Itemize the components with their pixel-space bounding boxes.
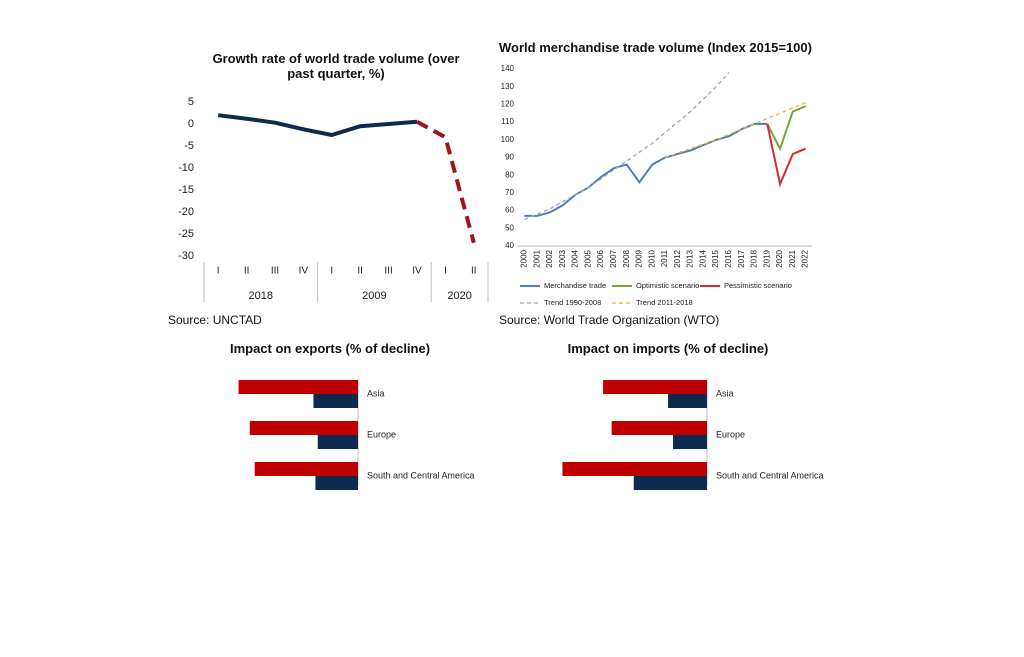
x-tick-label: II: [471, 266, 477, 277]
category-label: Europe: [367, 429, 396, 439]
x-tick-label: 2002: [545, 249, 554, 267]
y-tick-label: 40: [505, 241, 514, 250]
x-tick-label: 2013: [686, 249, 695, 267]
legend-label: Merchandise trade: [544, 281, 606, 290]
x-tick-label: IV: [299, 266, 309, 277]
legend-label: Optimistic scenario: [636, 281, 699, 290]
source: Source: UNCTAD: [168, 313, 262, 327]
x-tick-label: 2021: [788, 249, 797, 267]
bar: [254, 462, 358, 476]
chart-title: World merchandise trade volume (Index 20…: [499, 40, 812, 55]
y-tick-label: -15: [178, 184, 194, 196]
line: [524, 72, 730, 221]
y-tick-label: 60: [505, 206, 514, 215]
x-tick-label: I: [444, 266, 447, 277]
category-label: South and Central America: [367, 470, 475, 480]
bar: [313, 394, 358, 408]
x-tick-label: 2014: [698, 249, 707, 267]
x-tick-label: 2019: [762, 249, 771, 267]
group-label: 2009: [362, 290, 386, 302]
chart-title: Impact on exports (% of decline): [229, 341, 431, 356]
y-tick-label: 130: [501, 82, 515, 91]
bar: [673, 435, 707, 449]
line: [664, 102, 806, 159]
x-tick-label: 2017: [737, 249, 746, 267]
y-tick-label: -25: [178, 228, 194, 240]
x-tick-label: III: [271, 266, 279, 277]
x-tick-label: 2016: [724, 249, 733, 267]
line: [416, 120, 476, 244]
x-tick-label: 2020: [775, 249, 784, 267]
line: [217, 113, 418, 137]
y-tick-label: 80: [505, 170, 514, 179]
x-tick-label: 2005: [583, 249, 592, 267]
bar: [668, 394, 707, 408]
bar: [317, 435, 358, 449]
x-tick-label: 2000: [520, 249, 529, 267]
bar: [249, 421, 358, 435]
x-tick-label: 2007: [609, 249, 618, 267]
source: Source: World Trade Organization (WTO): [499, 313, 720, 327]
y-tick-label: -5: [184, 140, 194, 152]
chart-title: Growth rate of world trade volume (over …: [212, 51, 460, 81]
x-tick-label: 2018: [750, 249, 759, 267]
bar: [633, 476, 707, 490]
group-label: 2020: [447, 290, 471, 302]
x-tick-label: II: [244, 266, 250, 277]
line: [766, 123, 806, 188]
x-tick-label: 2003: [558, 249, 567, 267]
category-label: South and Central America: [716, 470, 824, 480]
y-tick-label: 120: [501, 100, 515, 109]
y-tick-label: 140: [501, 64, 515, 73]
bar: [315, 476, 358, 490]
y-tick-label: -30: [178, 250, 194, 262]
chart-title: Impact on imports (% of decline): [567, 341, 769, 356]
x-tick-label: 2001: [532, 249, 541, 267]
x-tick-label: III: [384, 266, 392, 277]
category-label: Asia: [716, 388, 734, 398]
x-tick-label: 2006: [596, 249, 605, 267]
legend-label: Pessimistic scenario: [724, 281, 792, 290]
x-tick-label: 2015: [711, 249, 720, 267]
y-tick-label: 90: [505, 153, 514, 162]
x-tick-label: 2012: [673, 249, 682, 267]
x-tick-label: I: [330, 266, 333, 277]
x-tick-label: 2010: [647, 249, 656, 267]
group-label: 2018: [249, 290, 273, 302]
x-tick-label: IV: [412, 266, 422, 277]
line: [524, 122, 768, 217]
y-tick-label: 70: [505, 188, 514, 197]
y-tick-label: 0: [188, 118, 194, 130]
x-tick-label: 2004: [571, 249, 580, 267]
bar: [611, 421, 707, 435]
legend-label: Trend 1990-2008: [544, 298, 601, 307]
category-label: Europe: [716, 429, 745, 439]
x-tick-label: 2011: [660, 249, 669, 267]
y-tick-label: 5: [188, 96, 194, 108]
y-tick-label: 100: [501, 135, 515, 144]
category-label: Asia: [367, 388, 385, 398]
bar: [603, 380, 707, 394]
y-tick-label: -20: [178, 206, 194, 218]
bar: [562, 462, 707, 476]
bar: [238, 380, 358, 394]
y-tick-label: 110: [501, 117, 514, 126]
x-tick-label: 2008: [622, 249, 631, 267]
x-tick-label: I: [217, 266, 220, 277]
y-tick-label: -10: [178, 162, 194, 174]
y-tick-label: 50: [505, 223, 514, 232]
legend-label: Trend 2011-2018: [636, 298, 693, 307]
x-tick-label: 2022: [801, 249, 810, 267]
line: [766, 105, 806, 152]
x-tick-label: II: [357, 266, 363, 277]
x-tick-label: 2009: [635, 249, 644, 267]
